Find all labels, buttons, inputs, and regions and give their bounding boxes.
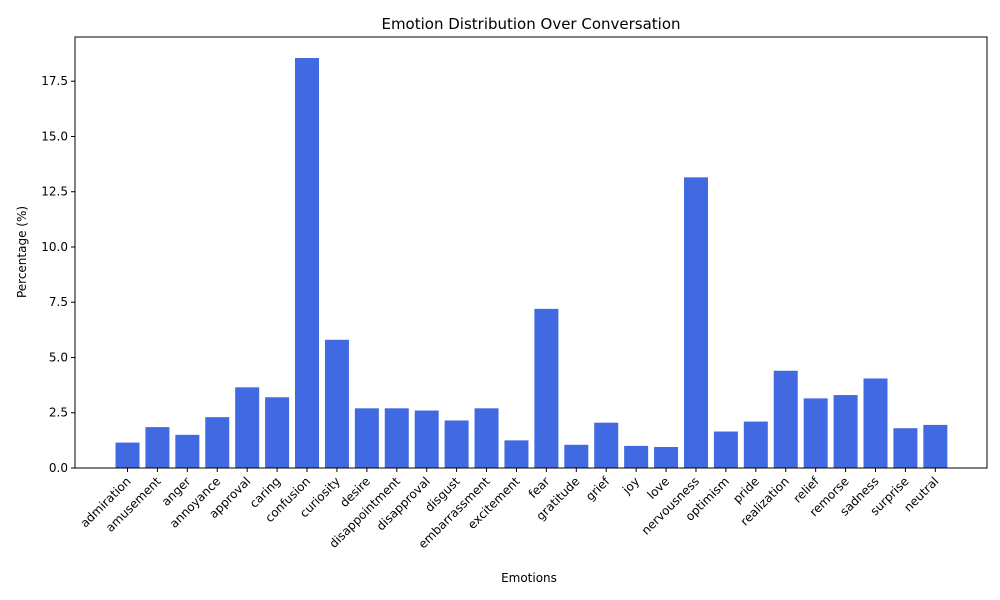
bars-group [115,58,948,468]
y-axis-label: Percentage (%) [15,206,29,298]
bar-love [654,447,679,468]
bar-desire [354,408,379,468]
y-tick-label: 5.0 [49,350,68,364]
x-tick-label-joy: joy [619,474,642,497]
y-tick-label: 12.5 [41,185,68,199]
bar-optimism [713,431,738,468]
bar-excitement [504,440,529,468]
chart-title: Emotion Distribution Over Conversation [381,15,680,33]
plot-frame [74,36,988,469]
y-axis-ticks: 0.0 2.5 5.0 7.5 10.0 12.5 15.0 17.5 [41,74,75,475]
bar-realization [773,370,798,468]
bar-joy [624,445,649,468]
y-tick-label: 7.5 [49,295,68,309]
bar-pride [743,421,768,468]
bar-surprise [893,428,918,468]
bar-embarrassment [474,408,499,468]
bar-remorse [833,395,858,468]
bar-neutral [923,424,948,468]
bar-admiration [115,442,140,468]
bar-disapproval [414,410,439,468]
bar-anger [175,434,200,468]
bar-curiosity [324,339,349,468]
bar-confusion [295,58,320,468]
y-tick-label: 17.5 [41,74,68,88]
y-tick-label: 2.5 [49,406,68,420]
x-axis-ticks: admirationamusementangerannoyanceapprova… [78,468,941,551]
bar-grief [594,422,619,468]
bar-sadness [863,378,888,468]
bar-nervousness [683,177,708,468]
bar-relief [803,398,828,468]
bar-amusement [145,427,170,468]
y-tick-label: 10.0 [41,240,68,254]
bar-approval [235,387,260,468]
bar-annoyance [205,417,230,468]
bar-gratitude [564,444,589,468]
bar-disappointment [384,408,409,468]
x-axis-label: Emotions [501,571,557,585]
y-tick-label: 0.0 [49,461,68,475]
y-tick-label: 15.0 [41,129,68,143]
bar-fear [534,308,559,468]
bar-disgust [444,420,469,468]
x-tick-label-grief: grief [583,474,613,504]
bar-caring [265,397,290,468]
